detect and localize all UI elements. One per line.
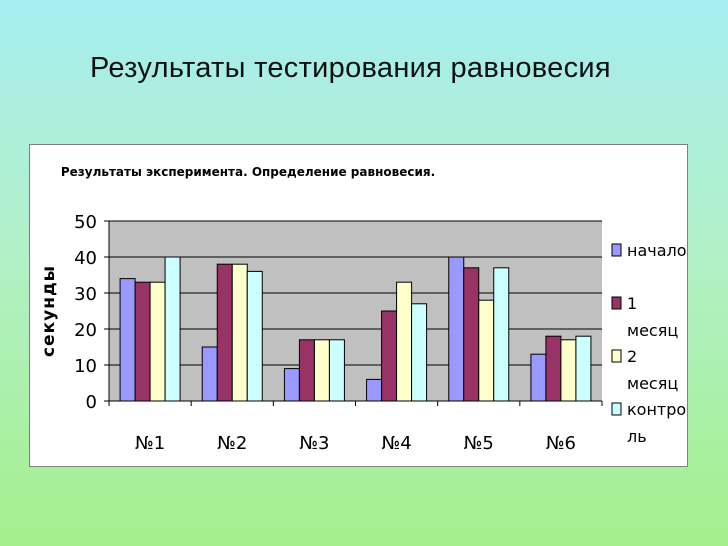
y-tick-label: 40: [74, 248, 97, 269]
chart-frame: Результаты эксперимента. Определение рав…: [29, 144, 688, 467]
bar: [246, 270, 263, 402]
legend-swatch: [611, 296, 622, 310]
bar: [149, 281, 166, 402]
legend-swatch: [611, 349, 622, 363]
y-tick-label: 50: [74, 212, 97, 233]
legend-label: контро: [627, 400, 686, 419]
x-tick-label: №4: [381, 433, 411, 454]
legend-label: начало: [627, 241, 687, 260]
legend-swatch: [611, 243, 622, 257]
bar: [134, 281, 151, 402]
bar: [381, 310, 398, 402]
bar: [231, 263, 248, 402]
y-tick-label: 10: [74, 356, 97, 377]
legend-label: ль: [627, 427, 647, 446]
bar: [478, 299, 495, 402]
chart-title: Результаты эксперимента. Определение рав…: [61, 165, 435, 179]
slide-title: Результаты тестирования равновесия: [90, 52, 611, 84]
y-tick-label: 20: [74, 320, 97, 341]
legend-label: 2: [627, 347, 637, 366]
bar: [283, 368, 300, 402]
bar: [530, 353, 547, 402]
bar: [396, 281, 413, 402]
bar: [493, 267, 510, 402]
bar: [328, 339, 345, 402]
bar: [298, 339, 315, 402]
x-tick-label: №5: [464, 433, 494, 454]
legend-label: месяц: [627, 374, 678, 393]
bar: [463, 267, 480, 402]
y-axis-label: секунды: [39, 265, 59, 357]
x-tick-label: №1: [135, 433, 165, 454]
legend-label: 1: [627, 294, 637, 313]
bar: [545, 335, 562, 402]
bar: [411, 303, 428, 402]
bar: [119, 278, 136, 402]
bar: [164, 256, 181, 402]
legend-label: месяц: [627, 321, 678, 340]
bar: [560, 339, 577, 402]
bar: [313, 339, 330, 402]
x-tick-label: №2: [217, 433, 247, 454]
bar: [201, 346, 218, 402]
bar-chart: Результаты эксперимента. Определение рав…: [39, 165, 687, 454]
y-tick-label: 0: [86, 392, 97, 413]
bar: [575, 335, 592, 402]
bar: [366, 378, 383, 402]
bar: [448, 256, 465, 402]
x-tick-label: №6: [546, 433, 576, 454]
plot-area: [109, 221, 602, 401]
bar: [216, 263, 233, 402]
legend-swatch: [611, 402, 622, 416]
y-tick-label: 30: [74, 284, 97, 305]
x-tick-label: №3: [299, 433, 329, 454]
